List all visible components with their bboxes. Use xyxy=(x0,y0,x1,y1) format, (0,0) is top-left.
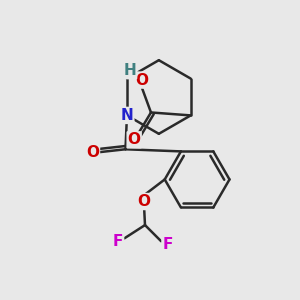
Text: O: O xyxy=(136,73,148,88)
Text: O: O xyxy=(128,132,141,147)
Text: H: H xyxy=(123,63,136,78)
Text: F: F xyxy=(163,237,173,252)
Text: O: O xyxy=(86,145,99,160)
Text: N: N xyxy=(121,108,133,123)
Text: O: O xyxy=(137,194,150,209)
Text: F: F xyxy=(113,234,123,249)
